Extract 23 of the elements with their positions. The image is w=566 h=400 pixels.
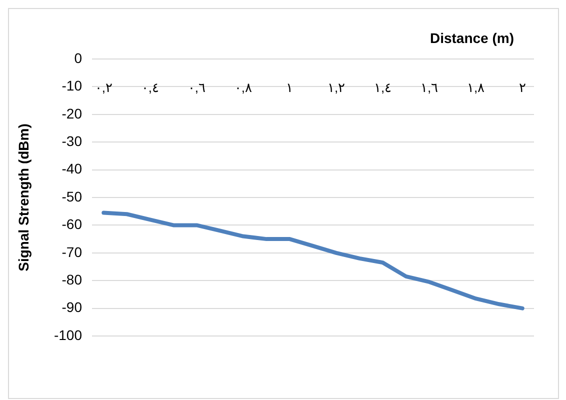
x-tick-label: ٠,٢ bbox=[94, 80, 112, 96]
y-tick-label: -100 bbox=[54, 326, 82, 343]
y-tick-label: -70 bbox=[62, 244, 82, 260]
x-tick-label: ١,٨ bbox=[467, 80, 485, 96]
x-tick-label: ١,٢ bbox=[327, 80, 346, 96]
x-tick-label: ١,٦ bbox=[420, 80, 438, 96]
y-tick-label: -80 bbox=[62, 271, 82, 288]
x-tick-label: ٠,٨ bbox=[234, 80, 252, 96]
y-tick-label: -50 bbox=[62, 188, 82, 204]
x-tick-label: ٠,٦ bbox=[188, 80, 206, 96]
x-axis-title: Distance (m) bbox=[430, 30, 514, 46]
y-tick-label: -30 bbox=[62, 132, 82, 149]
y-tick-label: -90 bbox=[62, 299, 82, 316]
y-tick-label: -10 bbox=[62, 78, 82, 94]
y-tick-label: -40 bbox=[62, 160, 82, 177]
y-tick-label: -20 bbox=[62, 105, 82, 122]
x-tick-label: ١ bbox=[286, 80, 294, 96]
y-tick-label: -60 bbox=[62, 216, 82, 232]
y-axis-title: Signal Strength (dBm) bbox=[15, 124, 32, 272]
x-tick-label: ١,٤ bbox=[374, 80, 392, 96]
x-tick-label: ٠,٤ bbox=[141, 80, 159, 96]
y-tick-label: 0 bbox=[74, 50, 82, 66]
x-tick-label: ٢ bbox=[518, 80, 526, 96]
